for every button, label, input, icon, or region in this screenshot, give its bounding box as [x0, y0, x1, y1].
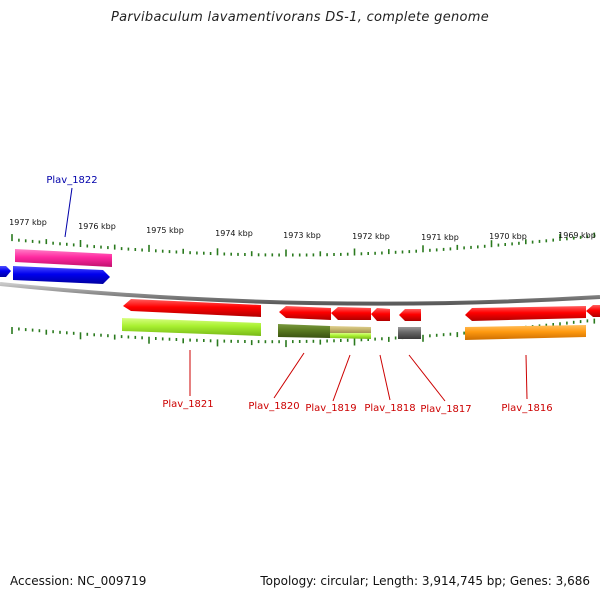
- kbp-label: 1976 kbp: [78, 222, 116, 231]
- gene-arrow-plav-1819[interactable]: [331, 307, 371, 320]
- gene-bar-plav-1820-cog[interactable]: [278, 324, 330, 338]
- map-title: Parvibaculum lavamentivorans DS-1, compl…: [110, 10, 490, 25]
- gene-label-plav-1819[interactable]: Plav_1819: [305, 403, 356, 414]
- kbp-label: 1975 kbp: [146, 226, 184, 235]
- genome-backbone: [0, 282, 600, 306]
- accession-text: Accession: NC_009719: [10, 574, 147, 588]
- scale-ticks-inner: [11, 318, 596, 348]
- gene-arrow-plav-1820[interactable]: [279, 306, 331, 320]
- kbp-scale: 1977 kbp 1976 kbp 1975 kbp 1974 kbp 1973…: [9, 218, 596, 242]
- kbp-label: 1970 kbp: [489, 232, 527, 241]
- kbp-label: 1972 kbp: [352, 232, 390, 241]
- gene-bar-plav-1816-cog[interactable]: [465, 325, 586, 340]
- gene-arrow-plav-1816[interactable]: [465, 306, 586, 321]
- leader-plav-1818: [379, 354, 391, 401]
- gene-labels: Plav_1822 Plav_1821 Plav_1820 Plav_1819 …: [46, 175, 552, 415]
- gene-label-plav-1822[interactable]: Plav_1822: [46, 175, 97, 186]
- gene-label-plav-1817[interactable]: Plav_1817: [420, 404, 471, 415]
- gene-bar-plav-1822-cog[interactable]: [15, 249, 112, 267]
- gene-label-plav-1820[interactable]: Plav_1820: [248, 401, 299, 412]
- gene-arrow-plav-1817[interactable]: [399, 309, 421, 321]
- gene-label-plav-1818[interactable]: Plav_1818: [364, 403, 415, 414]
- genes-forward: [0, 249, 112, 284]
- kbp-label: 1971 kbp: [421, 233, 459, 242]
- kbp-label: 1977 kbp: [9, 218, 47, 227]
- gene-bar-plav-1817-cog[interactable]: [398, 327, 421, 339]
- gene-bar-plav-1821-cog[interactable]: [122, 318, 261, 336]
- gene-bar-plav-1819-cog-top[interactable]: [330, 326, 371, 333]
- gene-label-plav-1821[interactable]: Plav_1821: [162, 399, 213, 410]
- kbp-label: 1969 kbp: [558, 231, 596, 240]
- kbp-label: 1973 kbp: [283, 231, 321, 240]
- gene-arrow-blue-left[interactable]: [0, 266, 11, 277]
- leader-plav-1817: [408, 354, 446, 402]
- gene-arrow-plav-1818[interactable]: [371, 308, 390, 321]
- scale-ticks-outer: [11, 232, 596, 257]
- leader-plav-1820: [273, 352, 305, 399]
- kbp-label: 1974 kbp: [215, 229, 253, 238]
- genes-reverse: [122, 299, 600, 340]
- genome-summary-text: Topology: circular; Length: 3,914,745 bp…: [260, 574, 590, 588]
- gene-bar-plav-1819-cog-bottom[interactable]: [330, 333, 371, 339]
- gene-arrow-plav-1822[interactable]: [13, 266, 110, 284]
- gene-arrow-plav-1821[interactable]: [123, 299, 261, 317]
- leader-plav-1819: [332, 354, 351, 402]
- leader-plav-1822: [64, 187, 73, 238]
- gene-arrow-right-edge[interactable]: [586, 305, 600, 317]
- leader-plav-1816: [525, 354, 528, 400]
- gene-label-plav-1816[interactable]: Plav_1816: [501, 403, 552, 414]
- label-leaders: [64, 187, 528, 402]
